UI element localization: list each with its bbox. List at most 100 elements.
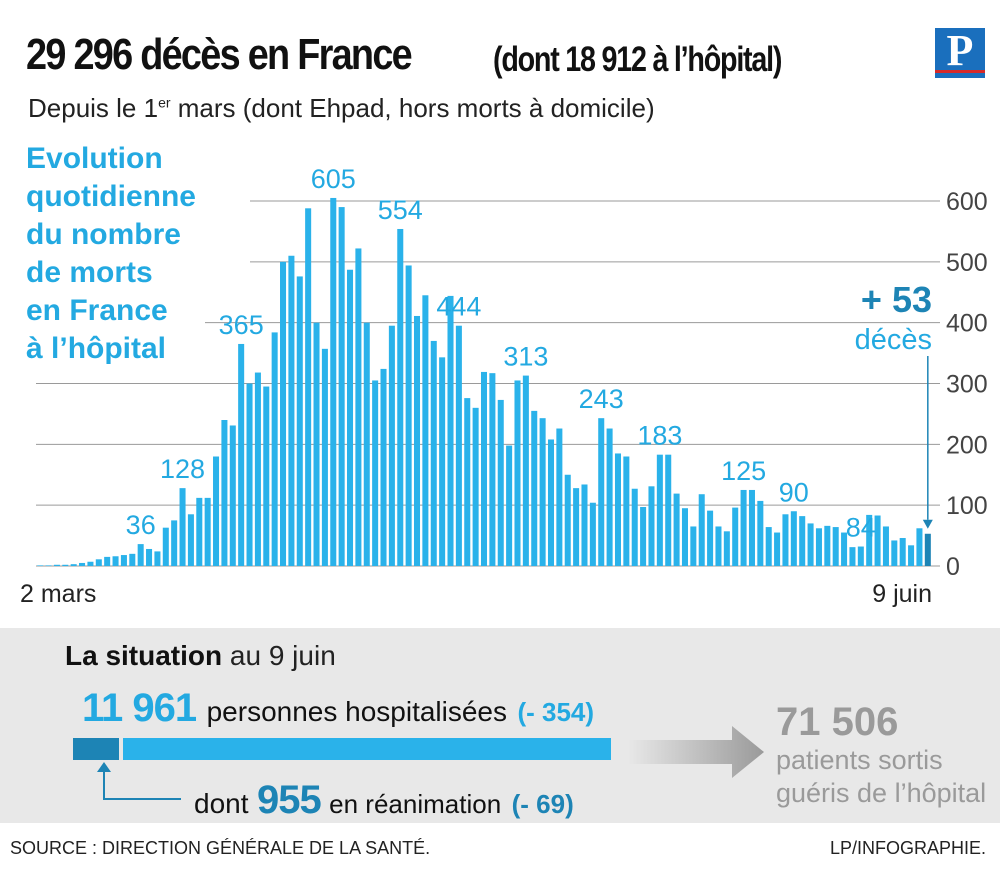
chart-bar (455, 325, 462, 566)
chart-bar (372, 380, 379, 566)
chart-bar (698, 494, 705, 566)
title-row: 29 296 décès en France (26, 30, 474, 80)
chart-bar (899, 538, 906, 566)
chart-bar (162, 527, 169, 566)
side-label-line: de morts (26, 256, 153, 289)
chart-bar (146, 548, 153, 566)
chart-bar (120, 555, 127, 566)
data-label: 243 (579, 384, 624, 414)
chart-bar (614, 453, 621, 566)
icu-delta: (- 69) (511, 789, 574, 819)
chart-bar (765, 527, 772, 566)
chart-bar (263, 386, 270, 566)
last-value-label: + 53 (861, 279, 932, 320)
chart-bar (430, 340, 437, 566)
chart-bar (665, 454, 672, 566)
chart-bar (464, 398, 471, 566)
x-start-label: 2 mars (20, 580, 96, 608)
icu-prefix: dont (194, 788, 249, 819)
chart-bar (313, 322, 320, 566)
chart-bar (447, 295, 454, 566)
y-tick-label: 600 (946, 188, 988, 216)
chart-bar (707, 510, 714, 566)
chart-bar (606, 428, 613, 566)
chart-bar (95, 559, 102, 566)
chart-bar (623, 456, 630, 566)
chart-bar (564, 474, 571, 566)
chart-bar (531, 410, 538, 567)
chart-bar (723, 531, 730, 566)
side-label-line: quotidienne (26, 180, 196, 213)
chart-bar (640, 506, 647, 566)
chart-bar (104, 556, 111, 567)
chart-bar (489, 373, 496, 566)
data-label: 128 (160, 454, 205, 484)
chart-bar (547, 439, 555, 566)
chart-bar (874, 515, 881, 566)
chart-bar (891, 540, 898, 566)
chart-bar (355, 248, 362, 566)
chart-bar (522, 375, 529, 566)
title-parenthetical: (dont 18 912 à l’hôpital) (493, 40, 782, 79)
chart-side-label: Evolution quotidienne du nombre de morts… (26, 140, 256, 368)
data-label: 313 (503, 342, 548, 372)
chart-bar (732, 507, 739, 566)
chart-bar (556, 428, 563, 566)
x-end-label: 9 juin (872, 580, 932, 608)
chart-bar (305, 208, 312, 567)
chart-bar (539, 418, 546, 566)
chart-bar (53, 564, 60, 566)
chart-bar (690, 526, 697, 566)
chart-bar (774, 532, 781, 566)
data-label: 444 (436, 292, 481, 322)
chart-bar (380, 368, 387, 566)
chart-bar (740, 489, 747, 566)
chart-bar (388, 325, 395, 566)
chart-bar (129, 553, 136, 566)
publisher-logo: P (935, 28, 985, 78)
chart-bar (849, 547, 856, 566)
chart-bar (296, 276, 303, 566)
icu-line: dont 955 en réanimation (- 69) (194, 778, 574, 823)
chart-bar (246, 383, 253, 566)
chart-bar (204, 497, 211, 566)
data-label: 554 (378, 195, 423, 225)
subtitle-post: mars (dont Ehpad, hors morts à domicile) (170, 93, 655, 123)
last-value-unit: décès (855, 324, 932, 356)
icu-connector-horizontal (103, 798, 181, 800)
chart-bar (179, 488, 186, 566)
side-label-line: du nombre (26, 218, 181, 251)
chart-bar (62, 564, 69, 566)
icu-connector-vertical (103, 768, 105, 800)
chart-bar (589, 502, 596, 566)
y-tick-label: 500 (946, 249, 988, 277)
recovered-line-1: patients sortis (776, 745, 943, 775)
chart-bar (288, 255, 295, 566)
chart-bar (581, 484, 588, 566)
chart-bar (330, 197, 337, 566)
infographic-credit: LP/INFOGRAPHIE. (829, 838, 986, 858)
page-subtitle: Depuis le 1er mars (dont Ehpad, hors mor… (28, 93, 655, 124)
situation-title-date: au 9 juin (222, 640, 336, 671)
y-tick-label: 200 (946, 431, 988, 459)
y-tick-label: 0 (946, 553, 960, 581)
chart-bar (154, 551, 161, 566)
side-label-line: à l’hôpital (26, 332, 167, 365)
chart-bar (321, 348, 328, 566)
logo-stripe (935, 70, 985, 73)
chart-bar (280, 261, 287, 566)
data-label: 365 (219, 310, 264, 340)
data-label: 605 (311, 164, 356, 194)
data-label: 36 (126, 510, 156, 540)
chart-bar (363, 322, 370, 566)
situation-panel: La situation au 9 juin 11 961 personnes … (0, 628, 1000, 823)
hospitalized-delta: (- 354) (517, 697, 595, 727)
chart-bar (112, 556, 119, 566)
chart-bar (748, 489, 755, 566)
chart-bar (631, 488, 638, 566)
chart-bar (799, 516, 806, 566)
subtitle-pre: Depuis le 1 (28, 93, 159, 123)
source-credit: SOURCE : DIRECTION GÉNÉRALE DE LA SANTÉ. (10, 838, 431, 858)
chart-bar (405, 265, 412, 566)
